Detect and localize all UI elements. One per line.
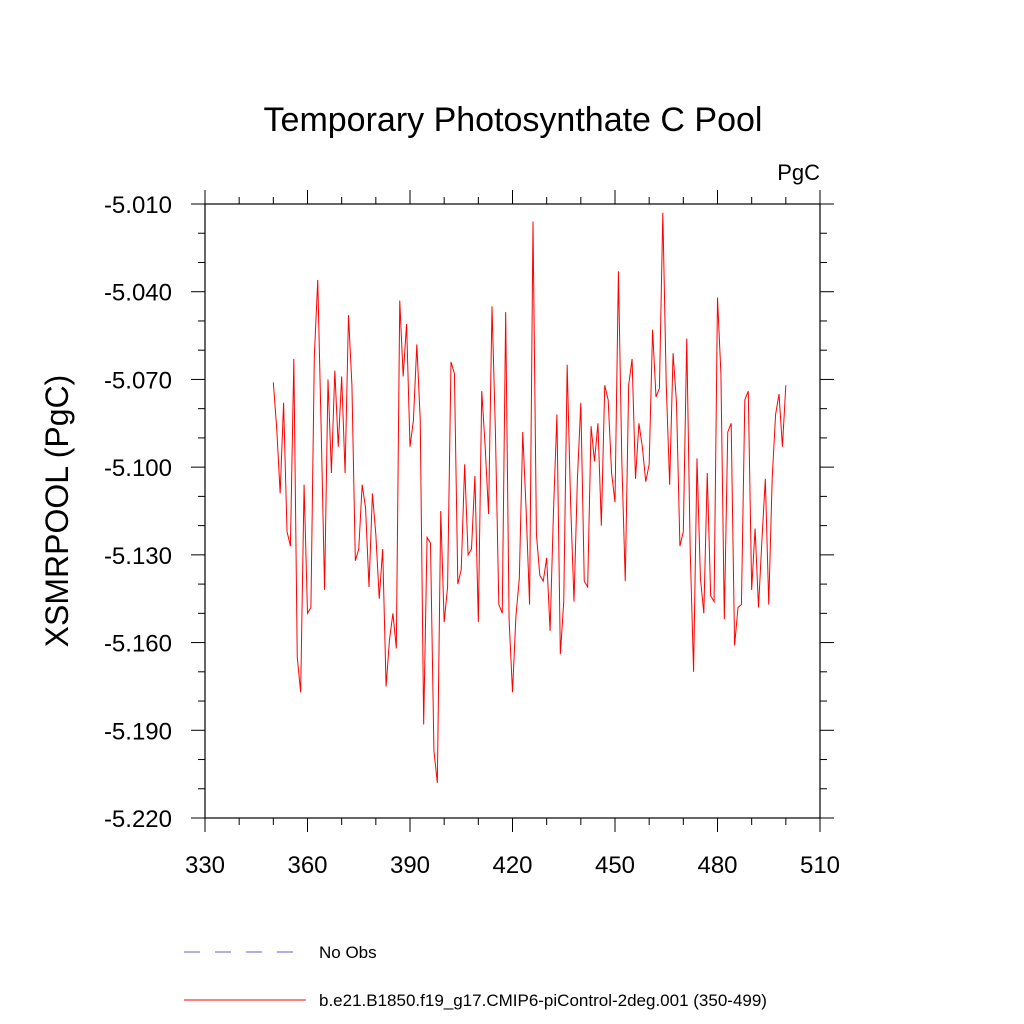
y-tick-label: -5.190 <box>104 718 172 745</box>
units-label: PgC <box>777 160 820 185</box>
x-tick-label: 330 <box>185 852 225 879</box>
y-tick-label: -5.130 <box>104 543 172 570</box>
x-tick-label: 450 <box>595 852 635 879</box>
series-group <box>272 212 787 783</box>
y-tick-label: -5.220 <box>104 806 172 833</box>
series-line <box>272 212 787 783</box>
x-tick-labels: 330 360 390 420 450 480 510 <box>185 852 840 879</box>
major-ticks <box>191 190 834 832</box>
x-tick-label: 480 <box>697 852 737 879</box>
y-tick-label: -5.040 <box>104 280 172 307</box>
y-tick-label: -5.010 <box>104 192 172 219</box>
legend-label-no-obs: No Obs <box>319 943 377 962</box>
x-tick-label: 360 <box>287 852 327 879</box>
y-tick-label: -5.100 <box>104 455 172 482</box>
chart-title: Temporary Photosynthate C Pool <box>264 101 763 139</box>
x-tick-label: 510 <box>800 852 840 879</box>
y-tick-labels: -5.220 -5.190 -5.160 -5.130 -5.100 -5.070 -5.0… <box>104 192 172 833</box>
legend-label-model-run: b.e21.B1850.f19_g17.CMIP6-piControl-2deg… <box>319 991 767 1010</box>
plot-frame <box>204 203 821 819</box>
y-axis-label: XSMRPOOL (PgC) <box>39 375 75 648</box>
legend: No Obs b.e21.B1850.f19_g17.CMIP6-piContr… <box>184 943 767 1010</box>
minor-ticks <box>198 197 827 825</box>
y-tick-label: -5.160 <box>104 631 172 658</box>
x-tick-label: 420 <box>492 852 532 879</box>
y-tick-label: -5.070 <box>104 367 172 394</box>
x-tick-label: 390 <box>390 852 430 879</box>
